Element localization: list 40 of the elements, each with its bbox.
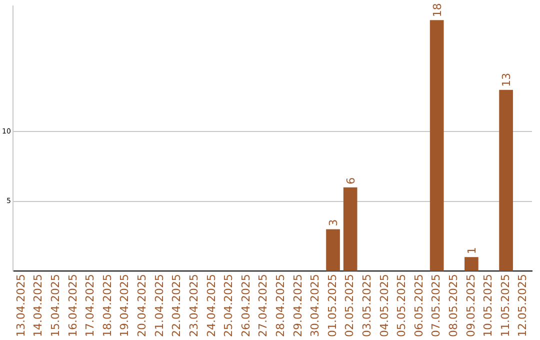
data-label: 18	[430, 3, 444, 18]
x-tick-label: 15.04.2025	[49, 274, 62, 338]
x-tick-label: 23.04.2025	[187, 274, 200, 338]
x-tick-label: 06.05.2025	[412, 274, 426, 338]
x-tick-label: 02.05.2025	[343, 274, 356, 338]
data-label: 6	[344, 177, 358, 184]
x-tick-label: 30.04.2025	[308, 274, 322, 338]
x-tick-label: 03.05.2025	[360, 274, 374, 338]
x-tick-label: 25.04.2025	[222, 274, 236, 338]
x-tick-label: 01.05.2025	[326, 274, 339, 338]
x-tick-label: 07.05.2025	[430, 274, 443, 338]
data-label: 3	[327, 219, 340, 226]
x-tick-label: 20.04.2025	[136, 274, 149, 338]
bar	[343, 187, 358, 272]
x-tick-label: 12.05.2025	[516, 274, 530, 338]
x-tick-label: 21.04.2025	[152, 274, 166, 338]
x-tick-label: 14.04.2025	[32, 274, 45, 338]
x-tick-label: 17.04.2025	[84, 274, 97, 338]
x-tick-label: 27.04.2025	[256, 274, 270, 338]
x-tick-label: 11.05.2025	[498, 274, 512, 338]
x-tick-label: 22.04.2025	[170, 274, 184, 338]
x-tick-label: 26.04.2025	[239, 274, 252, 338]
data-label: 1	[465, 247, 478, 254]
bar	[326, 229, 340, 272]
x-tick-label: 19.04.2025	[118, 274, 132, 338]
x-tick-label: 29.04.2025	[291, 274, 304, 338]
bar	[430, 20, 444, 272]
x-tick-label: 28.04.2025	[274, 274, 287, 338]
x-tick-label: 09.05.2025	[464, 274, 478, 338]
data-label: 13	[500, 72, 514, 87]
x-tick-label: 13.04.2025	[14, 274, 28, 338]
x-tick-label: 16.04.2025	[66, 274, 80, 338]
bar	[499, 90, 513, 272]
x-tick-label: 04.05.2025	[378, 274, 391, 338]
x-tick-label: 05.05.2025	[395, 274, 408, 338]
x-tick-label: 18.04.2025	[100, 274, 114, 338]
x-tick-label: 08.05.2025	[446, 274, 460, 338]
x-tick-label: 10.05.2025	[482, 274, 495, 338]
x-tick-label: 24.04.2025	[204, 274, 218, 338]
bar	[464, 257, 478, 272]
